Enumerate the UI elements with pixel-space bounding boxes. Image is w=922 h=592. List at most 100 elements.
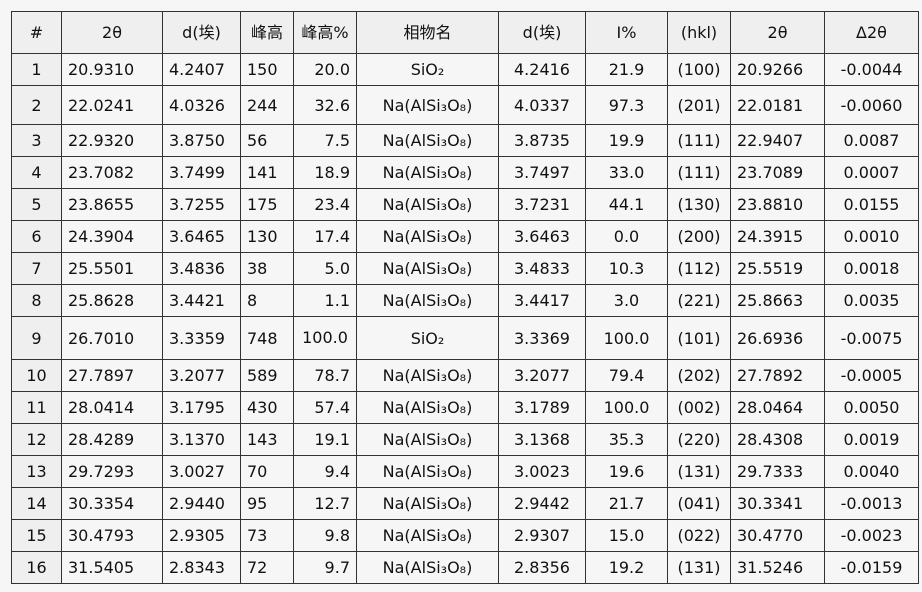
cell-ref-d-spacing: 3.8735 xyxy=(498,124,586,157)
cell-ref-two-theta: 20.9266 xyxy=(730,53,825,86)
cell-delta-two-theta: -0.0023 xyxy=(824,519,919,552)
cell-index: 3 xyxy=(11,124,62,157)
cell-delta-two-theta: -0.0159 xyxy=(824,551,919,584)
header-ref-two-theta: 2θ xyxy=(730,11,825,54)
cell-peak-height: 143 xyxy=(240,423,294,456)
cell-d-spacing: 3.1795 xyxy=(162,391,241,424)
cell-ref-two-theta: 28.0464 xyxy=(730,391,825,424)
cell-ref-d-spacing: 3.2077 xyxy=(498,359,586,392)
cell-intensity-percent: 35.3 xyxy=(585,423,668,456)
cell-hkl: (200) xyxy=(667,220,731,253)
cell-peak-height: 150 xyxy=(240,53,294,86)
cell-peak-height-percent: 32.6 xyxy=(293,85,357,125)
cell-phase-name: Na(AlSi₃O₈) xyxy=(356,519,499,552)
cell-intensity-percent: 15.0 xyxy=(585,519,668,552)
cell-peak-height-percent: 20.0 xyxy=(293,53,357,86)
cell-hkl: (041) xyxy=(667,487,731,520)
cell-peak-height: 748 xyxy=(240,316,294,360)
table-row: 13 29.7293 3.0027 70 9.4 Na(AlSi₃O₈) 3.0023 19.… xyxy=(11,455,919,488)
cell-delta-two-theta: 0.0155 xyxy=(824,188,919,221)
cell-intensity-percent: 100.0 xyxy=(585,316,668,360)
cell-peak-height: 95 xyxy=(240,487,294,520)
cell-d-spacing: 2.8343 xyxy=(162,551,241,584)
header-intensity-percent: I% xyxy=(585,11,668,54)
cell-peak-height-percent: 23.4 xyxy=(293,188,357,221)
cell-phase-name: Na(AlSi₃O₈) xyxy=(356,391,499,424)
cell-ref-two-theta: 22.9407 xyxy=(730,124,825,157)
cell-hkl: (130) xyxy=(667,188,731,221)
cell-index: 1 xyxy=(11,53,62,86)
cell-intensity-percent: 10.3 xyxy=(585,252,668,285)
cell-peak-height: 72 xyxy=(240,551,294,584)
cell-intensity-percent: 79.4 xyxy=(585,359,668,392)
cell-index: 12 xyxy=(11,423,62,456)
cell-phase-name: Na(AlSi₃O₈) xyxy=(356,359,499,392)
header-index: # xyxy=(11,11,62,54)
cell-ref-d-spacing: 3.1368 xyxy=(498,423,586,456)
cell-d-spacing: 3.4421 xyxy=(162,284,241,317)
cell-d-spacing: 3.7255 xyxy=(162,188,241,221)
table-row: 11 28.0414 3.1795 430 57.4 Na(AlSi₃O₈) 3.1789 1… xyxy=(11,391,919,424)
cell-ref-d-spacing: 3.7497 xyxy=(498,156,586,189)
cell-delta-two-theta: -0.0060 xyxy=(824,85,919,125)
cell-delta-two-theta: 0.0019 xyxy=(824,423,919,456)
cell-index: 4 xyxy=(11,156,62,189)
cell-delta-two-theta: 0.0050 xyxy=(824,391,919,424)
cell-two-theta: 30.4793 xyxy=(61,519,163,552)
cell-ref-d-spacing: 2.8356 xyxy=(498,551,586,584)
cell-ref-two-theta: 24.3915 xyxy=(730,220,825,253)
cell-hkl: (131) xyxy=(667,551,731,584)
table-row: 7 25.5501 3.4836 38 5.0 Na(AlSi₃O₈) 3.4833 10.3… xyxy=(11,252,919,285)
header-delta-two-theta: Δ2θ xyxy=(824,11,919,54)
cell-delta-two-theta: 0.0040 xyxy=(824,455,919,488)
cell-peak-height: 8 xyxy=(240,284,294,317)
cell-ref-d-spacing: 3.0023 xyxy=(498,455,586,488)
cell-intensity-percent: 19.2 xyxy=(585,551,668,584)
cell-two-theta: 22.9320 xyxy=(61,124,163,157)
cell-index: 7 xyxy=(11,252,62,285)
cell-two-theta: 28.0414 xyxy=(61,391,163,424)
cell-ref-two-theta: 22.0181 xyxy=(730,85,825,125)
cell-ref-two-theta: 30.3341 xyxy=(730,487,825,520)
cell-phase-name: Na(AlSi₃O₈) xyxy=(356,252,499,285)
cell-two-theta: 29.7293 xyxy=(61,455,163,488)
cell-phase-name: Na(AlSi₃O₈) xyxy=(356,423,499,456)
cell-peak-height: 244 xyxy=(240,85,294,125)
cell-hkl: (221) xyxy=(667,284,731,317)
cell-intensity-percent: 21.9 xyxy=(585,53,668,86)
cell-index: 13 xyxy=(11,455,62,488)
cell-peak-height-percent: 12.7 xyxy=(293,487,357,520)
header-two-theta: 2θ xyxy=(61,11,163,54)
cell-phase-name: Na(AlSi₃O₈) xyxy=(356,156,499,189)
cell-ref-two-theta: 27.7892 xyxy=(730,359,825,392)
cell-intensity-percent: 19.6 xyxy=(585,455,668,488)
header-peak-height: 峰高 xyxy=(240,11,294,54)
cell-phase-name: Na(AlSi₃O₈) xyxy=(356,455,499,488)
cell-ref-two-theta: 30.4770 xyxy=(730,519,825,552)
cell-peak-height-percent: 57.4 xyxy=(293,391,357,424)
cell-peak-height-percent: 9.7 xyxy=(293,551,357,584)
cell-ref-two-theta: 31.5246 xyxy=(730,551,825,584)
cell-intensity-percent: 100.0 xyxy=(585,391,668,424)
cell-ref-d-spacing: 3.3369 xyxy=(498,316,586,360)
cell-d-spacing: 3.2077 xyxy=(162,359,241,392)
cell-ref-two-theta: 25.8663 xyxy=(730,284,825,317)
cell-intensity-percent: 0.0 xyxy=(585,220,668,253)
cell-d-spacing: 3.1370 xyxy=(162,423,241,456)
cell-hkl: (220) xyxy=(667,423,731,456)
cell-index: 9 xyxy=(11,316,62,360)
cell-two-theta: 26.7010 xyxy=(61,316,163,360)
cell-ref-d-spacing: 3.6463 xyxy=(498,220,586,253)
cell-d-spacing: 3.3359 xyxy=(162,316,241,360)
cell-delta-two-theta: 0.0007 xyxy=(824,156,919,189)
cell-ref-two-theta: 23.8810 xyxy=(730,188,825,221)
cell-peak-height: 70 xyxy=(240,455,294,488)
cell-ref-d-spacing: 3.1789 xyxy=(498,391,586,424)
cell-phase-name: SiO₂ xyxy=(356,53,499,86)
cell-hkl: (002) xyxy=(667,391,731,424)
cell-ref-d-spacing: 3.4833 xyxy=(498,252,586,285)
cell-delta-two-theta: 0.0010 xyxy=(824,220,919,253)
cell-intensity-percent: 33.0 xyxy=(585,156,668,189)
cell-two-theta: 31.5405 xyxy=(61,551,163,584)
cell-phase-name: Na(AlSi₃O₈) xyxy=(356,124,499,157)
